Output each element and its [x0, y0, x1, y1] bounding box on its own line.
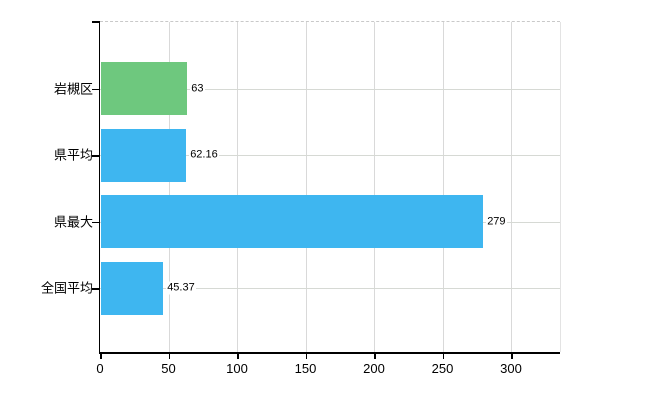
horizontal-gridline	[100, 88, 560, 90]
y-axis-tick	[92, 88, 99, 90]
horizontal-gridline	[100, 288, 560, 290]
x-axis-label: 150	[294, 361, 317, 376]
plot-top-border	[100, 21, 560, 22]
vertical-gridline	[374, 22, 375, 352]
x-axis-label: 300	[500, 361, 522, 376]
vertical-gridline	[442, 22, 444, 352]
vertical-gridline	[305, 22, 307, 352]
y-axis-tick	[92, 288, 99, 290]
bar-value-label: 279	[486, 215, 507, 229]
y-axis-tick	[92, 221, 99, 224]
bar-県最大	[101, 195, 484, 249]
y-axis-tick	[92, 21, 99, 23]
x-axis-tick	[237, 352, 239, 359]
bar-value-label: 63	[190, 82, 205, 95]
bar-value-label: 45.37	[166, 281, 196, 295]
bar-全国平均	[101, 261, 164, 315]
bar-岩槻区	[101, 62, 188, 115]
x-axis-tick	[442, 352, 444, 359]
vertical-gridline	[168, 22, 170, 352]
y-axis-label: 岩槻区	[53, 81, 93, 96]
vertical-gridline	[237, 22, 238, 352]
x-axis-tick	[511, 352, 513, 359]
y-axis-tick	[92, 155, 99, 157]
x-axis-label: 250	[431, 361, 454, 376]
x-axis-tick	[305, 352, 307, 359]
x-axis-label: 100	[226, 361, 248, 376]
x-axis-tick	[100, 352, 102, 359]
y-axis-label: 県平均	[53, 147, 93, 163]
y-axis-label: 全国平均	[40, 280, 93, 296]
x-axis-line	[98, 352, 560, 354]
plot-right-border	[560, 22, 561, 352]
y-axis-line	[98, 21, 100, 353]
horizontal-gridline	[100, 155, 560, 157]
x-axis-label: 50	[161, 361, 176, 376]
bar-value-label: 62.16	[189, 148, 219, 162]
y-axis-label: 県最大	[53, 214, 93, 230]
bar-県平均	[101, 128, 187, 182]
x-axis-label: 0	[96, 361, 104, 376]
vertical-gridline	[511, 22, 512, 352]
x-axis-label: 200	[363, 361, 385, 376]
x-axis-tick	[374, 352, 376, 359]
x-axis-tick	[168, 352, 170, 359]
